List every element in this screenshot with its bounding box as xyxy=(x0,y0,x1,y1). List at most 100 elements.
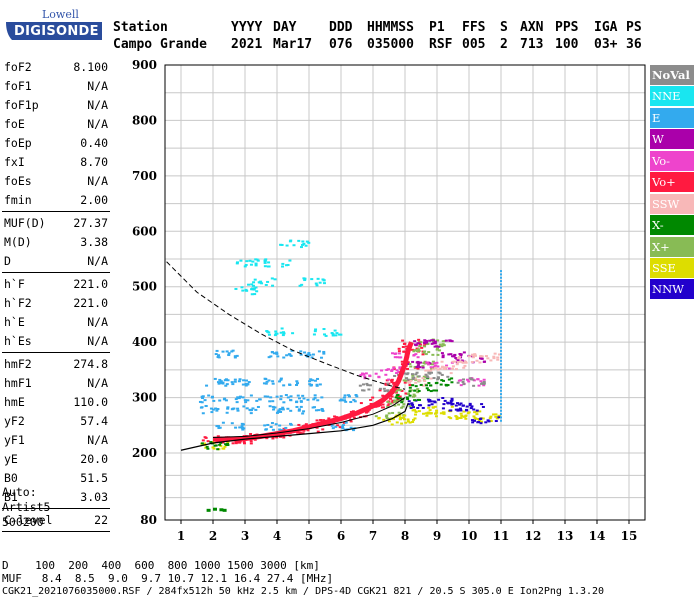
echo-point xyxy=(359,402,363,405)
echo-point xyxy=(500,403,502,406)
echo-point xyxy=(244,382,248,385)
echo-point xyxy=(395,394,399,397)
echo-point xyxy=(274,332,278,335)
echo-point xyxy=(398,416,402,419)
param-name: D xyxy=(4,254,11,268)
echo-point xyxy=(473,417,477,420)
echo-point xyxy=(303,351,307,354)
echo-point xyxy=(216,381,220,384)
echo-point xyxy=(236,396,240,399)
echo-point xyxy=(398,356,402,359)
echo-point xyxy=(393,352,397,355)
echo-point xyxy=(456,409,460,412)
echo-point xyxy=(431,353,435,356)
echo-point xyxy=(489,415,493,418)
param-separator xyxy=(2,531,110,532)
echo-point xyxy=(302,429,306,432)
echo-point xyxy=(412,350,416,353)
echo-point xyxy=(386,404,390,407)
x-tick-label: 7 xyxy=(369,529,377,543)
echo-point xyxy=(430,371,434,374)
echo-point xyxy=(500,283,502,286)
echo-point xyxy=(417,362,421,365)
param-row: M(D) 3.38 xyxy=(2,233,110,252)
echo-point xyxy=(414,353,418,356)
echo-point xyxy=(204,404,208,407)
echo-point xyxy=(254,408,258,411)
x-tick-label: 10 xyxy=(461,529,478,543)
echo-point xyxy=(431,363,435,366)
echo-point xyxy=(416,406,420,409)
echo-point xyxy=(212,399,216,402)
echo-point xyxy=(342,396,346,399)
echo-point xyxy=(270,277,274,280)
logo-lowell-text: Lowell xyxy=(42,8,79,21)
echo-point xyxy=(454,404,458,407)
echo-point xyxy=(227,352,231,355)
echo-point xyxy=(402,403,406,406)
echo-point xyxy=(475,359,479,362)
echo-point xyxy=(383,390,387,393)
echo-point xyxy=(308,383,312,386)
echo-point xyxy=(492,357,496,360)
echo-point xyxy=(310,356,314,359)
echo-point xyxy=(434,367,438,370)
echo-point xyxy=(455,363,459,366)
echo-point xyxy=(472,408,476,411)
echo-point xyxy=(473,353,477,356)
echo-point xyxy=(500,273,502,276)
echo-point xyxy=(411,395,415,398)
echo-point xyxy=(217,354,221,357)
echo-point xyxy=(251,284,255,287)
echo-point xyxy=(462,351,466,354)
echo-point xyxy=(441,340,445,343)
echo-point xyxy=(403,414,407,417)
echo-point xyxy=(471,356,475,359)
param-name: foF1p xyxy=(4,98,39,112)
echo-point xyxy=(318,281,322,284)
echo-point xyxy=(441,379,445,382)
echo-point xyxy=(267,261,271,264)
echo-point xyxy=(482,378,486,381)
echo-point xyxy=(210,396,214,399)
echo-point xyxy=(463,364,467,367)
echo-point xyxy=(470,405,474,408)
echo-point xyxy=(398,388,402,391)
echo-point xyxy=(260,282,264,285)
echo-point xyxy=(369,402,373,405)
digisonde-logo: Lowell DIGISONDE xyxy=(2,4,110,48)
echo-point xyxy=(492,355,496,358)
echo-point xyxy=(262,382,266,385)
echo-point xyxy=(377,376,381,379)
echo-point xyxy=(282,384,286,387)
echo-point xyxy=(271,437,275,440)
echo-point xyxy=(317,409,321,412)
echo-point xyxy=(297,409,301,412)
echo-point xyxy=(409,365,413,368)
echo-point xyxy=(442,366,446,369)
echo-point xyxy=(221,421,225,424)
echo-point xyxy=(313,379,317,382)
echo-point xyxy=(397,411,401,414)
echo-point xyxy=(349,401,353,404)
echo-point xyxy=(425,361,429,364)
echo-point xyxy=(282,356,286,359)
echo-point xyxy=(500,346,502,349)
echo-point xyxy=(264,283,268,286)
echo-point xyxy=(215,425,219,428)
echo-point xyxy=(281,331,285,334)
echo-point xyxy=(305,240,309,243)
echo-point xyxy=(266,423,270,426)
echo-point xyxy=(415,350,419,353)
echo-point xyxy=(386,400,390,403)
param-row: C-level 22 xyxy=(2,511,110,530)
echo-point xyxy=(299,405,303,408)
echo-point xyxy=(248,259,252,262)
echo-point xyxy=(235,401,239,404)
echo-point xyxy=(414,373,418,376)
echo-point xyxy=(500,366,502,369)
echo-point xyxy=(297,423,301,426)
echo-point xyxy=(358,384,362,387)
echo-point xyxy=(313,396,317,399)
echo-point xyxy=(390,378,394,381)
